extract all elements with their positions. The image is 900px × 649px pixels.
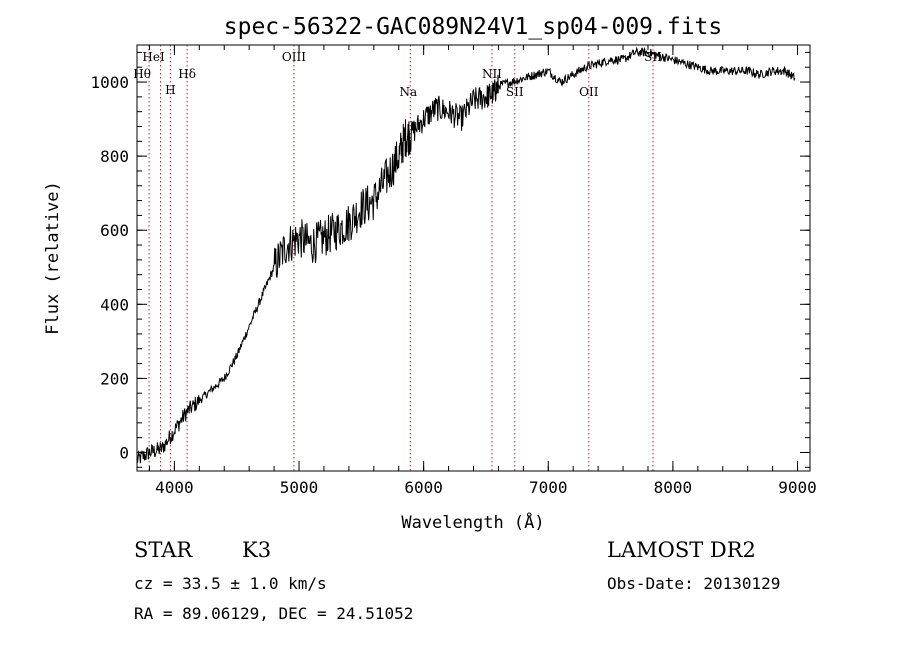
y-tick-label: 0 [119, 443, 129, 462]
line-label: H [165, 83, 175, 97]
y-tick-label: 1000 [90, 73, 129, 92]
x-tick-label: 6000 [404, 478, 443, 497]
x-tick-label: 9000 [778, 478, 817, 497]
plot-frame [136, 44, 811, 472]
line-label: OII [579, 85, 599, 99]
redshift-text: cz = 33.5 ± 1.0 km/s [134, 574, 327, 593]
y-tick-label: 400 [100, 295, 129, 314]
line-label: Na [399, 85, 417, 99]
x-axis-label: Wavelength (Å) [401, 511, 544, 533]
spectrum-line [136, 46, 796, 464]
line-label: SII [506, 85, 524, 99]
y-axis-label: Flux (relative) [43, 181, 63, 335]
x-tick-label: 4000 [155, 478, 194, 497]
line-label: Hθ [133, 67, 151, 81]
obs-date: Obs-Date: 20130129 [607, 574, 781, 593]
coordinates: RA = 89.06129, DEC = 24.51052 [134, 604, 414, 623]
y-tick-label: 800 [100, 147, 129, 166]
x-tick-label: 8000 [654, 478, 693, 497]
axis-ticks: 4000 5000 6000 7000 8000 9000 0 200 400 600 800 100… [90, 45, 817, 497]
line-label: NII [482, 67, 502, 81]
y-tick-label: 200 [100, 369, 129, 388]
line-label: Hδ [178, 67, 196, 81]
object-class: STAR [134, 538, 193, 562]
line-label: OIII [282, 50, 306, 64]
x-tick-label: 5000 [280, 478, 319, 497]
line-label: HeI [142, 50, 165, 64]
chart-title: spec-56322-GAC089N24V1_sp04-009.fits [224, 14, 723, 40]
y-tick-label: 600 [100, 221, 129, 240]
x-tick-label: 7000 [529, 478, 568, 497]
survey-name: LAMOST DR2 [607, 538, 756, 562]
object-subclass: K3 [242, 538, 272, 562]
